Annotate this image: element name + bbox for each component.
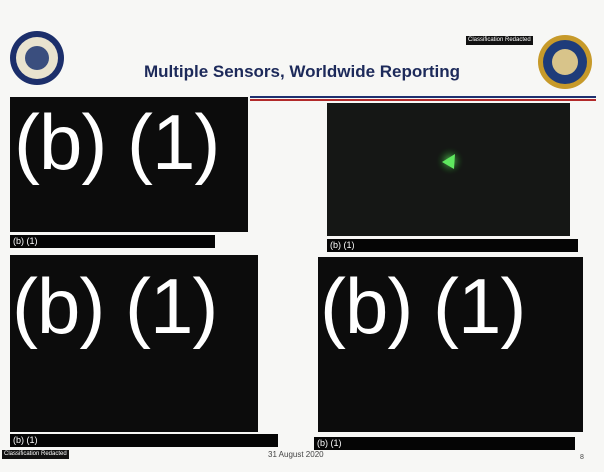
redacted-image: (b) (1) (318, 257, 583, 432)
sensor-image (327, 103, 570, 236)
green-object (327, 103, 570, 236)
caption: (b) (1) (10, 434, 278, 447)
slide: Classification Redacted Multiple Sensors… (0, 0, 604, 472)
classification-marking: Classification Redacted (466, 36, 533, 45)
page-number: 8 (580, 454, 584, 461)
slide-title: Multiple Sensors, Worldwide Reporting (0, 62, 604, 82)
redaction-label: (b) (1) (12, 267, 217, 345)
redaction-label: (b) (1) (14, 103, 219, 181)
caption: (b) (1) (314, 437, 575, 450)
redacted-image: (b) (1) (10, 255, 258, 432)
title-rule-red (250, 99, 596, 101)
redaction-label: (b) (1) (320, 267, 525, 345)
redacted-image: (b) (1) (10, 97, 248, 232)
slide-date: 31 August 2020 (268, 450, 324, 459)
title-rule-blue (250, 96, 596, 98)
classification-marking: Classification Redacted (2, 450, 69, 459)
caption: (b) (1) (327, 239, 578, 252)
caption: (b) (1) (10, 235, 215, 248)
